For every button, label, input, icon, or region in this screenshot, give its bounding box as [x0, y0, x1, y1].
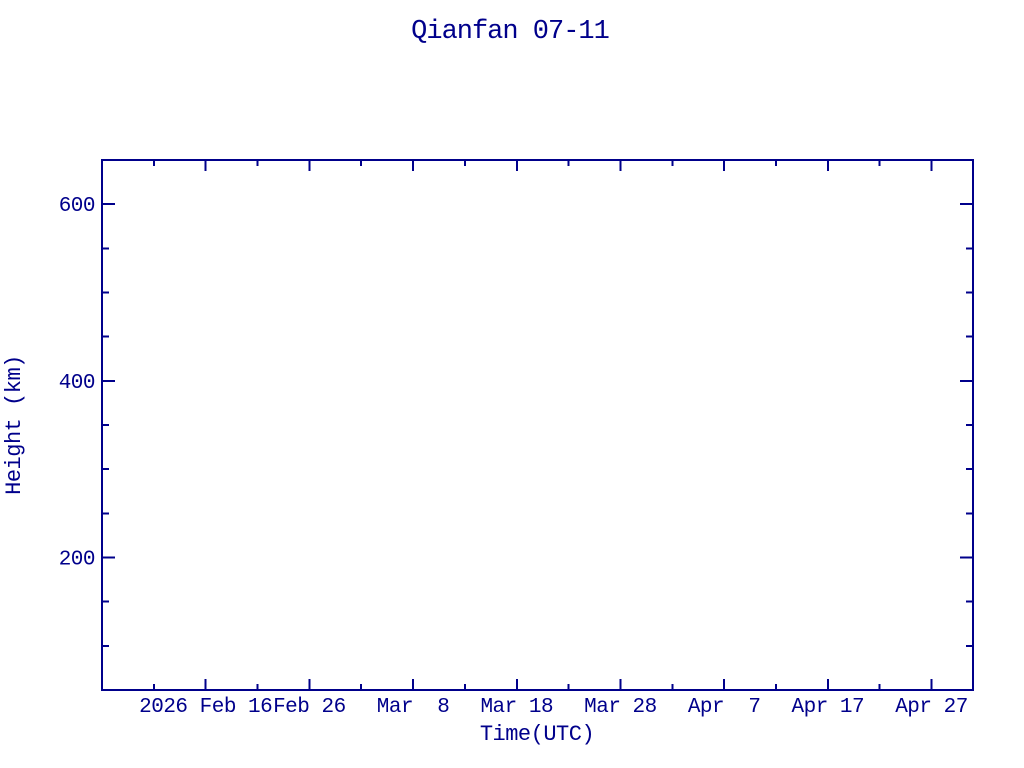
x-axis-ticks	[152, 160, 933, 690]
x-tick-label: Mar 18	[480, 696, 553, 719]
x-tick-label: Apr 27	[895, 696, 968, 719]
y-axis-tick-labels: 200 400 600	[59, 195, 96, 572]
x-tick-label: 2026 Feb 16	[139, 696, 272, 719]
plot-frame	[101, 159, 974, 691]
y-tick-label: 400	[59, 372, 95, 395]
x-axis-title: Time(UTC)	[480, 722, 594, 747]
x-tick-label: Apr 17	[792, 696, 865, 719]
x-tick-label: Mar 28	[584, 696, 657, 719]
x-tick-label: Apr 7	[688, 696, 761, 719]
x-tick-label: Feb 26	[273, 696, 346, 719]
x-tick-label: Mar 8	[377, 696, 450, 719]
y-tick-label: 200	[59, 549, 95, 572]
y-tick-label: 600	[59, 195, 95, 218]
x-axis-tick-labels: 2026 Feb 16 Feb 26 Mar 8 Mar 18 Mar 28 Apr 7 A…	[139, 696, 968, 719]
y-axis-ticks	[102, 203, 973, 647]
chart-title: Qianfan 07-11	[411, 17, 609, 47]
y-axis-title: Height (km)	[2, 355, 27, 495]
